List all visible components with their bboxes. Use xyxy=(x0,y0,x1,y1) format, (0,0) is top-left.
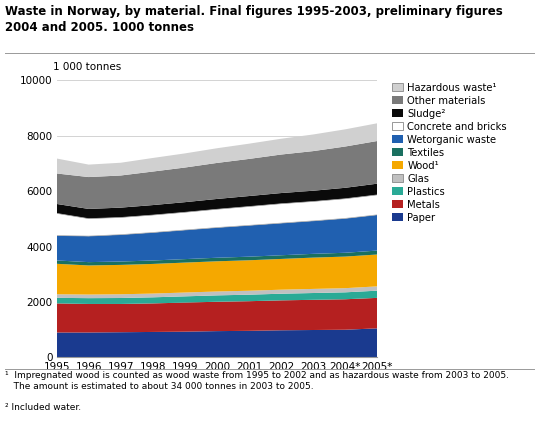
Text: ² Included water.: ² Included water. xyxy=(5,403,81,412)
Text: 1 000 tonnes: 1 000 tonnes xyxy=(53,62,122,72)
Text: Waste in Norway, by material. Final figures 1995-2003, preliminary figures
2004 : Waste in Norway, by material. Final figu… xyxy=(5,5,503,34)
Text: ¹  Impregnated wood is counted as wood waste from 1995 to 2002 and as hazardous : ¹ Impregnated wood is counted as wood wa… xyxy=(5,371,509,392)
Legend: Hazardous waste¹, Other materials, Sludge², Concrete and bricks, Wetorganic wast: Hazardous waste¹, Other materials, Sludg… xyxy=(392,82,507,222)
